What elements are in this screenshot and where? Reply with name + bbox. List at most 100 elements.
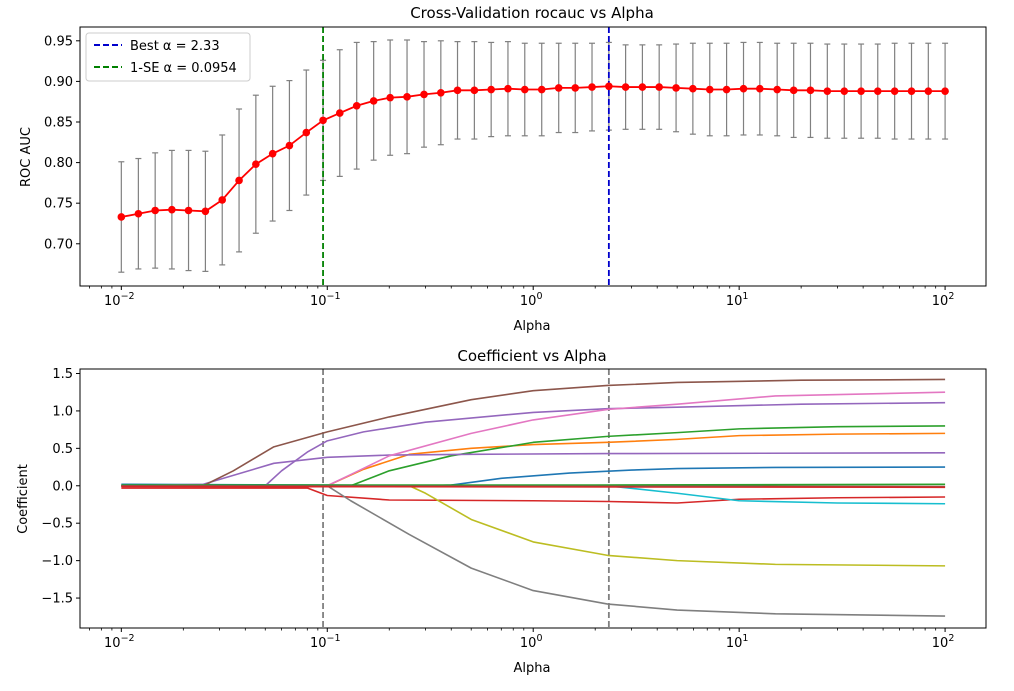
mean-roc-auc-point bbox=[335, 109, 344, 117]
mean-roc-auc-point bbox=[588, 83, 596, 91]
coef-chart: Coefficient vs Alpha −1.5 −1.0 −0.5 0.0 0.5 1… bbox=[16, 347, 987, 676]
coef-13-line bbox=[121, 485, 946, 489]
mean-roc-auc-point bbox=[621, 83, 630, 91]
mean-roc-auc-point bbox=[739, 84, 748, 93]
y-tick-label: 0.5 bbox=[52, 442, 73, 457]
coef-7-line bbox=[121, 391, 946, 487]
coef-plot-area bbox=[121, 369, 946, 628]
mean-roc-auc-point bbox=[403, 93, 411, 101]
x-tick-label: 10−2 bbox=[104, 291, 135, 309]
x-tick-label: 10−2 bbox=[104, 633, 135, 651]
y-tick-label: 0.0 bbox=[52, 479, 73, 494]
mean-roc-auc-point bbox=[806, 86, 815, 95]
cv-chart-title: Cross-Validation rocauc vs Alpha bbox=[410, 4, 654, 22]
coef-4-line bbox=[121, 487, 946, 504]
cv-x-axis-label: Alpha bbox=[514, 319, 551, 334]
mean-roc-auc-point bbox=[386, 93, 394, 102]
legend-best-label: Best α = 2.33 bbox=[130, 39, 220, 54]
mean-roc-auc-point bbox=[907, 87, 916, 95]
mean-roc-auc-point bbox=[605, 82, 613, 91]
y-tick-label: −1.5 bbox=[41, 592, 73, 607]
x-tick-label: 100 bbox=[520, 291, 543, 309]
mean-roc-auc-point bbox=[520, 85, 529, 94]
x-tick-label: 10−1 bbox=[310, 633, 341, 651]
mean-roc-auc-point bbox=[470, 86, 479, 95]
y-tick-label: 0.75 bbox=[44, 197, 73, 212]
mean-roc-auc-point bbox=[924, 87, 933, 95]
legend-frame bbox=[85, 32, 251, 82]
mean-roc-auc-point bbox=[420, 90, 428, 99]
y-tick-label: 0.70 bbox=[44, 237, 73, 252]
mean-roc-auc-point bbox=[184, 206, 193, 215]
coef-8-line bbox=[121, 484, 946, 617]
y-tick-label: 1.5 bbox=[52, 367, 73, 382]
cv-chart: Cross-Validation rocauc vs Alpha 0.700.7… bbox=[19, 4, 987, 334]
axes-frame bbox=[79, 368, 987, 629]
mean-roc-auc-point bbox=[689, 84, 697, 93]
mean-roc-auc-point bbox=[151, 206, 159, 215]
mean-roc-auc-point bbox=[134, 209, 143, 218]
mean-roc-auc-line bbox=[121, 85, 946, 218]
mean-roc-auc-point bbox=[352, 101, 361, 110]
mean-roc-auc-point bbox=[857, 87, 865, 95]
mean-roc-auc-point bbox=[487, 85, 495, 94]
coef-axes: −1.5 −1.0 −0.5 0.0 0.5 1.0 1.5 10−2 10−1 100 101 10… bbox=[41, 367, 987, 651]
mean-roc-auc-point bbox=[722, 85, 731, 94]
y-tick-label: 0.85 bbox=[44, 115, 73, 130]
mean-roc-auc-point bbox=[890, 87, 899, 95]
coef-11-line bbox=[121, 483, 946, 486]
mean-roc-auc-point bbox=[941, 87, 949, 95]
mean-roc-auc-point bbox=[218, 196, 227, 204]
mean-roc-auc-point bbox=[705, 85, 714, 94]
mean-roc-auc-point bbox=[873, 87, 882, 95]
cv-axes: 0.70 0.75 0.80 0.85 0.90 0.95 10−2 10−1 100 101 10… bbox=[44, 26, 987, 309]
coef-x-axis-label: Alpha bbox=[514, 661, 551, 676]
coef-chart-title: Coefficient vs Alpha bbox=[457, 347, 606, 365]
mean-roc-auc-point bbox=[756, 84, 764, 93]
y-tick-label: 1.0 bbox=[52, 404, 73, 419]
x-tick-label: 102 bbox=[932, 633, 955, 651]
mean-roc-auc-point bbox=[268, 149, 277, 158]
y-tick-label: −1.0 bbox=[41, 554, 73, 569]
coef-y-axis-label: Coefficient bbox=[16, 464, 31, 534]
mean-roc-auc-point bbox=[504, 84, 512, 93]
coef-9-line bbox=[121, 484, 946, 567]
coef-2-line bbox=[121, 432, 946, 487]
coef-6-line bbox=[121, 378, 946, 487]
mean-roc-auc-point bbox=[319, 116, 327, 125]
mean-roc-auc-point bbox=[554, 84, 563, 92]
x-tick-label: 102 bbox=[932, 291, 955, 309]
mean-roc-auc-point bbox=[252, 160, 260, 169]
mean-roc-auc-point bbox=[437, 88, 445, 97]
mean-roc-auc-point bbox=[117, 213, 126, 221]
cv-legend: Best α = 2.33 1-SE α = 0.0954 bbox=[85, 32, 251, 82]
y-tick-label: 0.80 bbox=[44, 156, 73, 171]
coef-5b-line bbox=[121, 452, 946, 487]
mean-roc-auc-point bbox=[369, 97, 378, 105]
mean-roc-auc-point bbox=[285, 141, 294, 150]
x-tick-label: 10−1 bbox=[310, 291, 341, 309]
mean-roc-auc-point bbox=[302, 128, 311, 137]
coef-3-line bbox=[121, 425, 946, 487]
mean-roc-auc-point bbox=[773, 85, 781, 94]
mean-roc-auc-point bbox=[840, 87, 849, 95]
mean-roc-auc-point bbox=[571, 84, 580, 92]
coef-1-line bbox=[121, 466, 946, 487]
mean-roc-auc-point bbox=[638, 83, 647, 91]
y-tick-label: 0.90 bbox=[44, 75, 73, 90]
mean-roc-auc-point bbox=[235, 176, 243, 185]
mean-roc-auc-point bbox=[201, 207, 210, 216]
mean-roc-auc-point bbox=[168, 205, 176, 214]
x-tick-label: 100 bbox=[520, 633, 543, 651]
mean-roc-auc-point bbox=[537, 85, 546, 94]
cv-plot-area bbox=[117, 27, 949, 286]
coef-5-line bbox=[121, 401, 946, 487]
legend-1se-label: 1-SE α = 0.0954 bbox=[130, 61, 237, 76]
x-tick-label: 101 bbox=[726, 291, 749, 309]
y-tick-label: 0.95 bbox=[44, 34, 73, 49]
x-tick-label: 101 bbox=[726, 633, 749, 651]
axes-frame bbox=[79, 26, 987, 287]
mean-roc-auc-point bbox=[453, 86, 462, 95]
mean-roc-auc-point bbox=[823, 87, 832, 95]
